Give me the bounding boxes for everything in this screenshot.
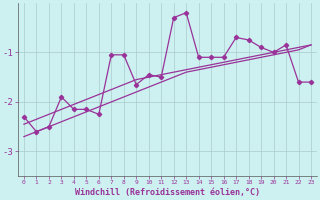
- X-axis label: Windchill (Refroidissement éolien,°C): Windchill (Refroidissement éolien,°C): [75, 188, 260, 197]
